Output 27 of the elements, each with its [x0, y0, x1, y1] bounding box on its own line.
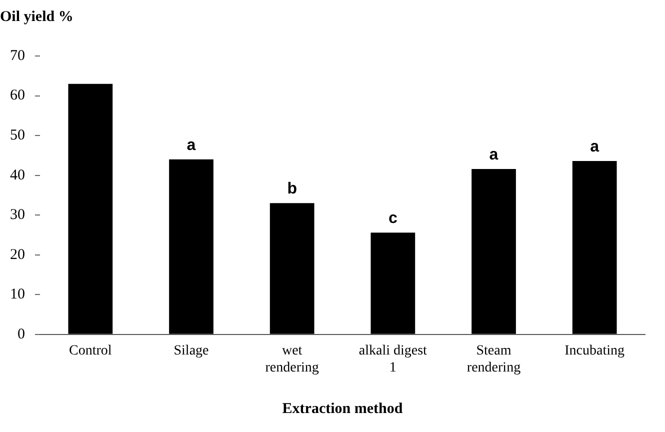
x-tick-label: Control: [69, 343, 112, 358]
y-tick-label: 60: [10, 88, 25, 104]
x-tick-label: Steam rendering: [466, 343, 521, 376]
annotation: b: [287, 180, 298, 198]
y-tick-label: 20: [10, 246, 25, 263]
bar: [572, 160, 617, 334]
bar: [472, 168, 516, 334]
annotation: a: [489, 146, 498, 164]
y-tick-label: 50: [10, 127, 25, 144]
bar: [270, 203, 314, 334]
x-tick-label: alkali digest 1: [358, 343, 428, 376]
x-tick-label: wet rendering: [265, 343, 319, 376]
annotation: a: [186, 136, 196, 154]
annotation: a: [590, 138, 600, 156]
y-tick-label: 30: [10, 207, 25, 224]
y-tick-label: 10: [10, 286, 25, 303]
x-tick-label: Silage: [174, 343, 209, 358]
y-tick-label: 70: [10, 48, 25, 64]
chart-title: Oil yield %: [0, 8, 74, 25]
x-tick-label: Incubating: [564, 343, 625, 358]
y-tick-label: 40: [10, 167, 25, 184]
x-axis-title: Extraction method: [282, 400, 404, 417]
bar: [370, 232, 416, 334]
y-tick-label: 0: [18, 326, 25, 342]
bar: [68, 84, 113, 334]
annotation: c: [388, 210, 398, 227]
bar: [169, 159, 214, 334]
